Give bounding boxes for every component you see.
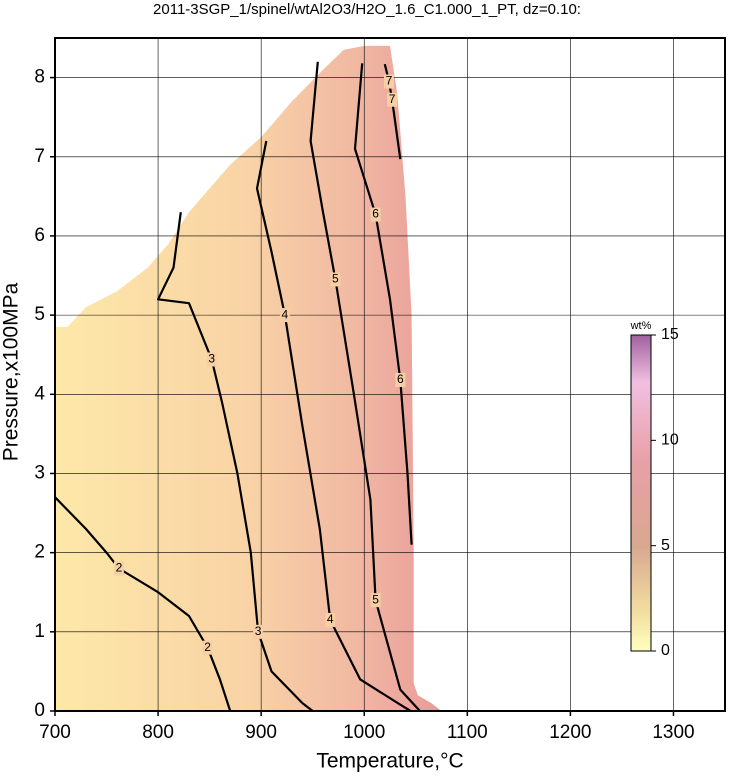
data-domain xyxy=(55,45,442,711)
y-tick-label: 8 xyxy=(34,67,45,88)
x-tick-label: 1100 xyxy=(447,722,488,743)
colorbar-tick-label: 15 xyxy=(661,326,679,343)
x-tick-label: 700 xyxy=(39,722,71,743)
contour-line xyxy=(353,63,413,545)
contour-label: 5 xyxy=(372,592,379,606)
contour-label: 6 xyxy=(397,372,404,386)
y-tick-label: 3 xyxy=(34,462,45,483)
contour-line xyxy=(54,496,232,712)
contour-label-bg xyxy=(206,352,217,367)
y-axis-title: Pressure,x100MPa xyxy=(0,282,23,461)
colorbar-tick-label: 10 xyxy=(661,432,679,449)
contour-label-bg xyxy=(330,272,341,287)
contour-label-bg xyxy=(202,640,213,655)
y-tick-label: 4 xyxy=(34,383,45,404)
contour-label: 5 xyxy=(332,272,339,286)
y-tick-label: 5 xyxy=(34,304,45,325)
y-tick-label: 0 xyxy=(34,700,45,721)
x-tick-label: 1200 xyxy=(549,722,591,743)
contour-label: 7 xyxy=(386,74,393,88)
contour-label-bg xyxy=(370,593,381,608)
chart-title: 2011-3SGP_1/spinel/wtAl2O3/H2O_1.6_C1.00… xyxy=(153,1,581,18)
y-tick-label: 2 xyxy=(34,542,45,563)
contour-label-bg xyxy=(387,92,398,107)
x-tick-label: 1300 xyxy=(652,722,694,743)
contour-label: 7 xyxy=(389,92,396,106)
plot-frame xyxy=(54,37,726,712)
y-tick-label: 1 xyxy=(34,621,45,642)
x-tick-label: 800 xyxy=(142,722,174,743)
contour-label-bg xyxy=(325,612,336,627)
contour-label: 2 xyxy=(204,640,211,654)
y-tick-label: 7 xyxy=(34,146,45,167)
contour-line xyxy=(309,61,421,712)
contour-label-bg xyxy=(279,308,290,323)
y-tick-label: 6 xyxy=(34,225,45,246)
contour-line xyxy=(255,140,412,712)
contour-label-bg xyxy=(253,624,264,639)
contour-label: 4 xyxy=(282,307,289,321)
contour-label: 6 xyxy=(372,207,379,221)
contour-label-bg xyxy=(395,373,406,388)
contour-line xyxy=(157,212,314,712)
colorbar xyxy=(630,334,652,652)
colorbar-label: wt% xyxy=(630,320,652,332)
contour-label-bg xyxy=(383,74,394,89)
contour-label: 4 xyxy=(327,612,334,626)
contour-label: 2 xyxy=(116,561,123,575)
contour-label: 3 xyxy=(208,352,215,366)
contour-label-bg xyxy=(113,561,124,576)
colorbar-tick-label: 0 xyxy=(661,642,670,659)
x-tick-label: 900 xyxy=(245,722,277,743)
x-tick-label: 1000 xyxy=(343,722,385,743)
contour-line xyxy=(383,63,402,160)
contour-label: 3 xyxy=(255,624,262,638)
contour-label-bg xyxy=(370,207,381,222)
colorbar-tick-label: 5 xyxy=(661,537,670,554)
x-axis-title: Temperature,°C xyxy=(316,750,463,773)
